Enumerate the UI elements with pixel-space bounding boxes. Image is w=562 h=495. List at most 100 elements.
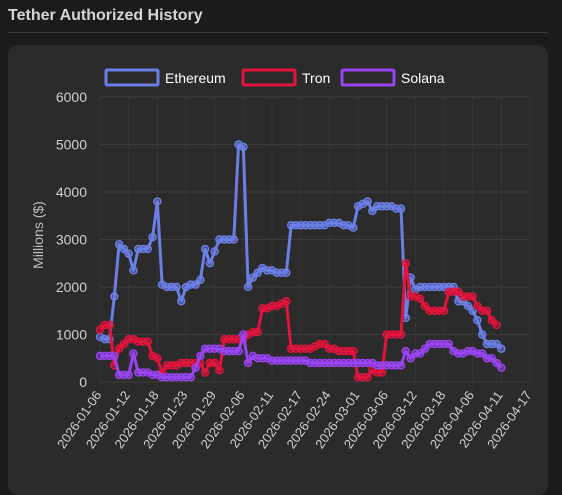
data-point[interactable] xyxy=(243,358,253,368)
y-axis-title: Millions ($) xyxy=(30,201,46,269)
data-point[interactable] xyxy=(463,301,473,311)
y-tick-label: 1000 xyxy=(56,327,87,343)
data-point[interactable] xyxy=(473,301,482,311)
data-point[interactable] xyxy=(420,344,430,353)
data-point[interactable] xyxy=(477,349,487,358)
data-point[interactable] xyxy=(215,365,224,375)
data-point[interactable] xyxy=(148,232,157,242)
data-point[interactable] xyxy=(129,266,138,275)
data-point[interactable] xyxy=(363,197,372,206)
data-point[interactable] xyxy=(110,292,119,301)
series-solana xyxy=(95,330,506,382)
data-point[interactable] xyxy=(348,346,358,356)
data-point[interactable] xyxy=(320,339,329,349)
data-point[interactable] xyxy=(143,337,153,346)
data-point[interactable] xyxy=(401,346,411,356)
data-point[interactable] xyxy=(114,240,124,249)
data-point[interactable] xyxy=(239,142,248,152)
data-point[interactable] xyxy=(492,339,501,349)
data-point[interactable] xyxy=(153,197,162,206)
title-divider xyxy=(8,32,548,33)
series-line xyxy=(100,333,503,379)
y-tick-label: 5000 xyxy=(56,137,87,153)
data-point[interactable] xyxy=(363,373,372,382)
legend-label: Ethereum xyxy=(165,70,226,86)
y-tick-label: 3000 xyxy=(56,232,87,248)
data-point[interactable] xyxy=(176,297,186,306)
data-point[interactable] xyxy=(253,268,262,277)
legend-item-solana[interactable]: Solana xyxy=(340,68,445,87)
data-point[interactable] xyxy=(95,325,105,334)
data-point[interactable] xyxy=(492,358,501,368)
data-point[interactable] xyxy=(368,206,377,216)
data-point[interactable] xyxy=(191,280,200,289)
legend-swatch xyxy=(104,68,160,87)
grid-lines xyxy=(99,96,531,388)
chart-card: 0 1000 2000 3000 4000 5000 6000 2026-01-06 2026… xyxy=(8,45,548,495)
series-tron xyxy=(95,259,501,382)
data-point[interactable] xyxy=(473,316,482,325)
data-point[interactable] xyxy=(468,292,477,301)
series-lines xyxy=(95,140,506,382)
data-point[interactable] xyxy=(396,204,406,213)
data-point[interactable] xyxy=(191,363,200,372)
line-chart: 0 1000 2000 3000 4000 5000 6000 2026-01-062026… xyxy=(30,68,534,451)
data-point[interactable] xyxy=(114,344,124,353)
y-tick-label: 2000 xyxy=(56,279,87,295)
data-point[interactable] xyxy=(468,306,477,315)
data-point[interactable] xyxy=(153,354,162,363)
legend-item-tron[interactable]: Tron xyxy=(241,68,330,87)
data-point[interactable] xyxy=(253,327,262,337)
data-point[interactable] xyxy=(186,373,196,382)
data-point[interactable] xyxy=(396,330,406,339)
data-point[interactable] xyxy=(110,351,119,361)
data-point[interactable] xyxy=(282,268,291,277)
data-point[interactable] xyxy=(105,320,114,330)
data-point[interactable] xyxy=(119,244,129,254)
legend-label: Solana xyxy=(401,70,445,86)
data-point[interactable] xyxy=(200,244,210,254)
data-point[interactable] xyxy=(415,294,425,304)
data-point[interactable] xyxy=(282,297,291,306)
data-point[interactable] xyxy=(234,346,243,356)
data-point[interactable] xyxy=(477,330,487,339)
data-point[interactable] xyxy=(492,320,501,330)
data-point[interactable] xyxy=(205,259,215,268)
data-point[interactable] xyxy=(454,287,463,296)
data-point[interactable] xyxy=(124,370,133,380)
data-point[interactable] xyxy=(401,259,411,268)
y-tick-label: 4000 xyxy=(56,184,87,200)
data-point[interactable] xyxy=(444,339,454,349)
data-point[interactable] xyxy=(439,306,449,315)
legend-swatch xyxy=(241,68,297,87)
data-point[interactable] xyxy=(196,275,205,285)
data-point[interactable] xyxy=(487,316,497,325)
data-point[interactable] xyxy=(129,349,138,358)
data-point[interactable] xyxy=(348,223,358,232)
data-point[interactable] xyxy=(248,273,258,282)
y-tick-label: 6000 xyxy=(56,89,87,105)
data-point[interactable] xyxy=(396,361,406,370)
data-point[interactable] xyxy=(420,301,430,311)
data-point[interactable] xyxy=(482,306,492,315)
data-point[interactable] xyxy=(406,354,415,363)
data-point[interactable] xyxy=(415,349,425,358)
legend-label: Tron xyxy=(302,70,330,86)
data-point[interactable] xyxy=(229,235,239,244)
data-point[interactable] xyxy=(210,247,219,256)
data-point[interactable] xyxy=(200,368,210,377)
legend-item-ethereum[interactable]: Ethereum xyxy=(104,68,226,87)
data-point[interactable] xyxy=(497,344,506,353)
data-point[interactable] xyxy=(243,282,253,292)
data-point[interactable] xyxy=(172,282,181,292)
data-point[interactable] xyxy=(119,339,129,349)
data-point[interactable] xyxy=(210,358,219,368)
data-point[interactable] xyxy=(143,244,153,254)
data-point[interactable] xyxy=(239,330,248,339)
series-line xyxy=(99,143,503,350)
data-point[interactable] xyxy=(377,368,387,377)
data-point[interactable] xyxy=(487,354,497,363)
data-point[interactable] xyxy=(497,363,506,372)
data-point[interactable] xyxy=(124,249,133,258)
data-point[interactable] xyxy=(196,351,205,361)
